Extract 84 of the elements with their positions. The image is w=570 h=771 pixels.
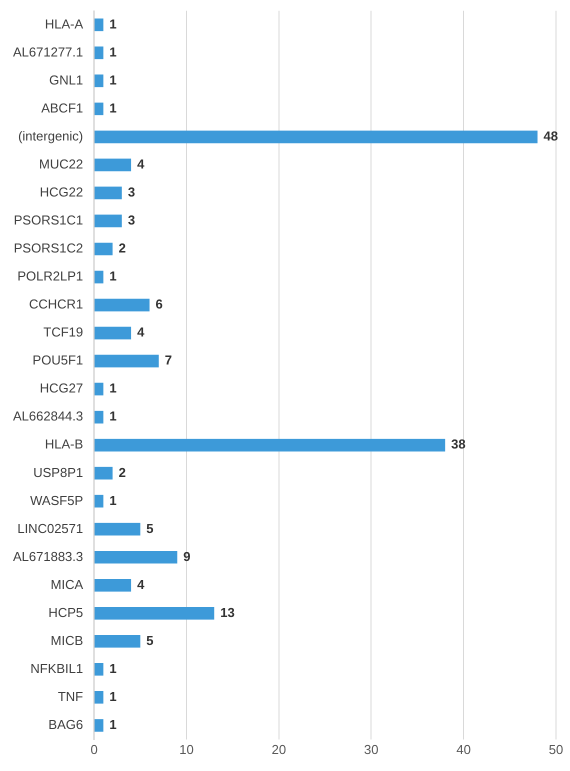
- data-label: 4: [137, 576, 146, 592]
- bar: [94, 635, 140, 648]
- x-tick-label: 50: [548, 742, 564, 757]
- bar: [94, 382, 104, 396]
- data-label: 1: [109, 268, 117, 284]
- y-tick-label: PSORS1C2: [14, 240, 84, 256]
- bar: [94, 46, 104, 60]
- y-tick-label: TCF19: [43, 324, 84, 340]
- y-tick-label: HLA-A: [44, 16, 84, 32]
- bar: [94, 298, 150, 312]
- data-label: 1: [109, 72, 117, 88]
- y-tick-label: PSORS1C1: [14, 212, 84, 228]
- data-label: 3: [128, 184, 136, 200]
- y-tick-label: GNL1: [49, 72, 84, 88]
- data-label: 9: [183, 548, 190, 564]
- y-tick-label: TNF: [58, 688, 84, 704]
- bar: [94, 130, 538, 144]
- data-label: 1: [109, 380, 117, 396]
- y-tick-label: MICB: [50, 632, 84, 648]
- y-tick-label: POLR2LP1: [17, 268, 84, 284]
- bar: [94, 326, 132, 340]
- bar: [94, 494, 104, 508]
- data-label: 13: [220, 604, 235, 620]
- data-label: 1: [109, 660, 117, 676]
- data-label: 2: [118, 464, 126, 480]
- bar: [94, 354, 159, 368]
- bar: [94, 606, 214, 620]
- data-label: 1: [109, 408, 117, 424]
- data-label: 2: [118, 240, 126, 256]
- data-label: 1: [109, 688, 117, 704]
- x-tick-label: 40: [456, 742, 471, 757]
- y-tick-label: HCG27: [40, 380, 84, 396]
- y-tick-label: ABCF1: [41, 100, 84, 116]
- bar: [94, 550, 178, 564]
- bar: [94, 214, 122, 228]
- data-label: 7: [164, 352, 172, 368]
- bar: [94, 158, 132, 172]
- y-tick-label: AL671883.3: [13, 548, 84, 564]
- data-label: 38: [451, 436, 466, 452]
- y-tick-label: HCG22: [40, 184, 84, 200]
- bar: [94, 438, 446, 452]
- data-label: 1: [109, 44, 117, 60]
- y-tick-label: NFKBIL1: [30, 660, 84, 676]
- bar: [94, 74, 104, 88]
- x-tick-label: 30: [364, 742, 378, 757]
- data-label: 5: [146, 632, 154, 648]
- data-label: 4: [137, 324, 146, 340]
- bar: [94, 691, 104, 704]
- bar: [94, 410, 104, 424]
- bar: [94, 18, 104, 32]
- bar: [94, 719, 104, 732]
- bar: [94, 242, 113, 256]
- data-label: 1: [109, 16, 117, 32]
- data-label: 4: [137, 156, 146, 172]
- bar: [94, 186, 122, 200]
- data-label: 3: [128, 212, 136, 228]
- data-label: 1: [109, 716, 117, 732]
- bar: [94, 102, 104, 116]
- x-tick-label: 10: [179, 742, 194, 757]
- y-tick-label: AL671277.1: [13, 44, 84, 60]
- bar: [94, 663, 104, 676]
- y-tick-label: CCHCR1: [28, 296, 84, 312]
- data-label: 6: [156, 296, 163, 312]
- x-tick-label: 0: [90, 742, 98, 757]
- y-tick-label: HLA-B: [44, 436, 84, 452]
- y-tick-label: POU5F1: [32, 352, 84, 368]
- y-tick-label: MUC22: [39, 156, 84, 172]
- data-label: 1: [109, 492, 117, 508]
- x-tick-label: 20: [272, 742, 286, 757]
- y-tick-label: MICA: [50, 576, 84, 592]
- y-tick-label: AL662844.3: [13, 408, 84, 424]
- data-label: 48: [544, 128, 558, 144]
- y-tick-label: HCP5: [48, 604, 84, 620]
- y-tick-label: (intergenic): [18, 128, 84, 144]
- data-label: 5: [146, 520, 154, 536]
- bar: [94, 270, 104, 284]
- bar: [94, 578, 132, 592]
- data-label: 1: [109, 100, 117, 116]
- bar: [94, 522, 140, 536]
- bar: [94, 466, 113, 480]
- y-tick-label: LINC02571: [17, 520, 84, 536]
- y-tick-label: WASF5P: [30, 492, 84, 508]
- y-tick-label: USP8P1: [33, 464, 84, 480]
- y-tick-label: BAG6: [48, 716, 84, 732]
